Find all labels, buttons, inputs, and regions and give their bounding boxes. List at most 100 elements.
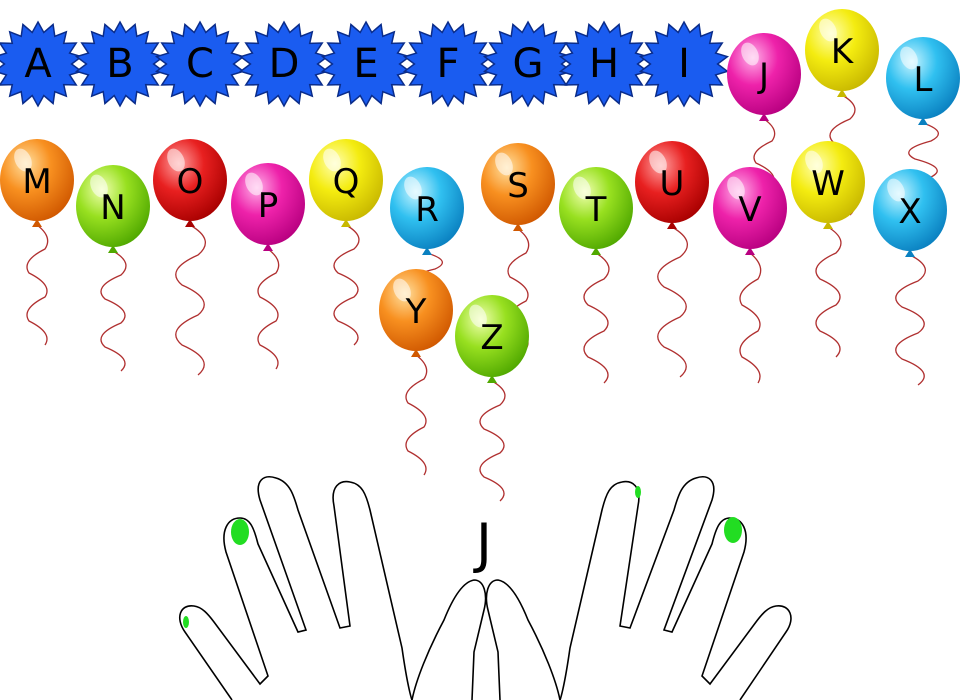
balloon-letter: O bbox=[177, 162, 204, 202]
balloon-letter: X bbox=[898, 192, 921, 232]
left-hand bbox=[178, 476, 487, 700]
balloon-shine bbox=[323, 148, 341, 172]
balloon-v[interactable]: V bbox=[713, 167, 787, 255]
balloon-knot bbox=[263, 243, 273, 251]
balloon-knot bbox=[823, 221, 833, 229]
balloon-s[interactable]: S bbox=[481, 143, 555, 231]
balloon-letter: V bbox=[738, 190, 761, 230]
balloon-shine bbox=[167, 148, 185, 172]
balloon-knot bbox=[341, 219, 351, 227]
popped-letter-label: E bbox=[353, 41, 378, 87]
balloon-letter: T bbox=[585, 190, 607, 230]
balloon-letter: L bbox=[914, 60, 933, 100]
balloon-letter: Z bbox=[480, 318, 503, 358]
balloon-knot bbox=[32, 219, 42, 227]
balloon-string bbox=[583, 252, 610, 384]
balloon-p[interactable]: P bbox=[231, 163, 305, 251]
balloon-shine bbox=[14, 148, 32, 172]
popped-letter-label: C bbox=[186, 41, 214, 87]
popped-letter-g: G bbox=[482, 20, 574, 108]
balloon-n[interactable]: N bbox=[76, 165, 150, 253]
starburst-icon bbox=[402, 20, 494, 108]
starburst-icon bbox=[638, 20, 730, 108]
popped-letter-label: B bbox=[106, 41, 133, 87]
balloon-m[interactable]: M bbox=[0, 139, 74, 227]
popped-letter-a: A bbox=[0, 20, 84, 108]
balloon-shine bbox=[887, 178, 905, 202]
balloon-shine bbox=[727, 176, 745, 200]
target-letter: J bbox=[473, 512, 492, 575]
balloon-shine bbox=[245, 172, 263, 196]
starburst-icon bbox=[0, 20, 84, 108]
right-index-highlight bbox=[635, 486, 641, 498]
balloon-knot bbox=[759, 113, 769, 121]
balloon-knot bbox=[411, 349, 421, 357]
popped-letter-label: D bbox=[269, 41, 300, 87]
balloon-q[interactable]: Q bbox=[309, 139, 383, 227]
balloon-knot bbox=[745, 247, 755, 255]
balloon-string bbox=[333, 224, 360, 346]
balloon-w[interactable]: W bbox=[791, 141, 865, 229]
balloon-shine bbox=[819, 18, 837, 42]
right-hand-outline bbox=[559, 476, 792, 700]
balloon-string bbox=[657, 226, 688, 378]
balloon-j[interactable]: J bbox=[727, 33, 801, 121]
balloon-r[interactable]: R bbox=[390, 167, 464, 255]
starburst-icon bbox=[74, 20, 166, 108]
popped-letter-h: H bbox=[558, 20, 650, 108]
balloon-letter: R bbox=[415, 190, 439, 230]
balloon-field: J K L M N O P Q R S T U V W X Y Z bbox=[0, 9, 960, 383]
right-finger-highlight bbox=[724, 517, 742, 543]
starburst-icon bbox=[154, 20, 246, 108]
left-thumb-outline bbox=[411, 579, 487, 700]
balloon-k[interactable]: K bbox=[805, 9, 879, 97]
popped-letter-label: A bbox=[24, 41, 52, 87]
left-finger-highlight bbox=[231, 519, 249, 545]
popped-letter-label: G bbox=[513, 41, 544, 87]
balloon-shine bbox=[805, 150, 823, 174]
left-pinky-highlight bbox=[183, 616, 189, 628]
popped-letter-label: I bbox=[678, 41, 690, 87]
balloon-string bbox=[895, 254, 926, 386]
balloon-shine bbox=[393, 278, 411, 302]
right-thumb-outline bbox=[485, 579, 561, 700]
starburst-icon bbox=[320, 20, 412, 108]
balloon-l[interactable]: L bbox=[886, 37, 960, 125]
balloon-knot bbox=[591, 247, 601, 255]
balloon-shine bbox=[573, 176, 591, 200]
balloon-knot bbox=[905, 249, 915, 257]
balloon-string bbox=[257, 248, 280, 370]
balloon-x[interactable]: X bbox=[873, 169, 947, 257]
balloon-z[interactable]: Z bbox=[455, 295, 529, 383]
balloon-shine bbox=[495, 152, 513, 176]
balloon-shine bbox=[404, 176, 422, 200]
balloon-o[interactable]: O bbox=[153, 139, 227, 227]
right-hand bbox=[485, 476, 792, 700]
balloon-t[interactable]: T bbox=[559, 167, 633, 255]
balloon-string bbox=[26, 224, 49, 346]
balloon-u[interactable]: U bbox=[635, 141, 709, 229]
popped-letter-c: C bbox=[154, 20, 246, 108]
balloon-knot bbox=[513, 223, 523, 231]
balloon-string bbox=[479, 380, 506, 502]
balloon-string bbox=[815, 226, 842, 358]
balloon-string bbox=[175, 224, 206, 376]
popped-letter-label: H bbox=[589, 41, 619, 87]
popped-letter-i: I bbox=[638, 20, 730, 108]
popped-letter-f: F bbox=[402, 20, 494, 108]
balloon-y[interactable]: Y bbox=[379, 269, 453, 357]
balloon-knot bbox=[918, 117, 928, 125]
balloon-shine bbox=[900, 46, 918, 70]
popped-letter-b: B bbox=[74, 20, 166, 108]
popped-letter-e: E bbox=[320, 20, 412, 108]
balloon-knot bbox=[667, 221, 677, 229]
balloon-letter: U bbox=[660, 164, 685, 204]
balloon-knot bbox=[422, 247, 432, 255]
balloon-string bbox=[739, 252, 762, 384]
typing-hands-guide bbox=[178, 476, 792, 700]
balloon-knot bbox=[837, 89, 847, 97]
balloon-shine bbox=[741, 42, 759, 66]
balloon-shine bbox=[90, 174, 108, 198]
